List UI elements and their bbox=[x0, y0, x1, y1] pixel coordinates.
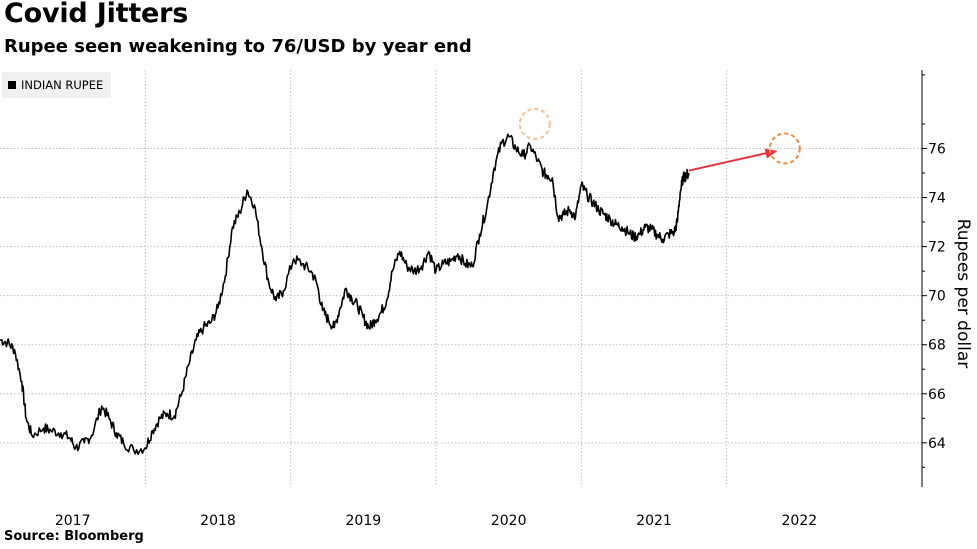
annotation-layer bbox=[518, 107, 801, 172]
x-tick-label-2020: 2020 bbox=[491, 513, 527, 529]
x-tick-label-2021: 2021 bbox=[636, 513, 672, 529]
legend-swatch bbox=[8, 81, 16, 89]
y-tick-label-68: 68 bbox=[928, 338, 946, 354]
y-tick-label-70: 70 bbox=[928, 289, 946, 305]
y-axis-ticks: 64 66 68 70 72 74 76 bbox=[922, 74, 946, 468]
source-note: Source: Bloomberg bbox=[4, 529, 144, 544]
x-tick-label-2017: 2017 bbox=[55, 513, 91, 529]
vertical-gridlines bbox=[144, 70, 728, 487]
legend-label: INDIAN RUPEE bbox=[21, 78, 104, 92]
forecast-arrow-head bbox=[764, 148, 778, 159]
chart-title: Covid Jitters bbox=[4, 0, 189, 29]
peak-highlight-circle bbox=[518, 107, 551, 140]
x-tick-label-2022: 2022 bbox=[782, 513, 818, 529]
y-tick-label-72: 72 bbox=[928, 240, 946, 256]
x-tick-label-2019: 2019 bbox=[346, 513, 382, 529]
y-tick-label-74: 74 bbox=[928, 191, 946, 207]
y-tick-label-76: 76 bbox=[928, 141, 946, 157]
horizontal-gridlines bbox=[0, 147, 922, 444]
chart-subtitle: Rupee seen weakening to 76/USD by year e… bbox=[4, 36, 472, 57]
y-axis-title: Rupees per dollar bbox=[953, 219, 973, 368]
forecast-arrow-line bbox=[688, 150, 772, 172]
legend: INDIAN RUPEE bbox=[2, 72, 112, 98]
x-tick-label-2018: 2018 bbox=[200, 513, 236, 529]
forecast-target-circle bbox=[768, 132, 801, 165]
y-tick-label-66: 66 bbox=[928, 387, 946, 403]
series-line-indian-rupee bbox=[0, 133, 690, 455]
x-axis-ticks: 2017 2018 2019 2020 2021 2022 bbox=[55, 513, 817, 529]
y-tick-label-64: 64 bbox=[928, 436, 946, 452]
